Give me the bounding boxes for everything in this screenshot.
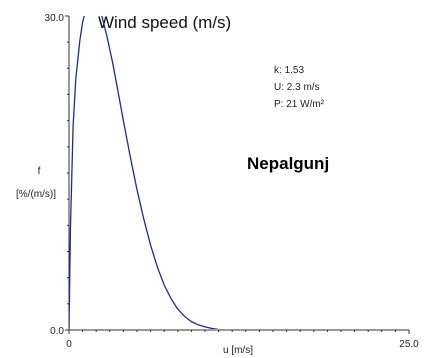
y-tick-label-bottom: 0.0 bbox=[50, 326, 64, 337]
param-k: k: 1.53 bbox=[274, 65, 304, 76]
param-mean-speed: U: 2.3 m/s bbox=[274, 82, 320, 93]
series-group bbox=[69, 16, 219, 329]
x-axis-label: u [m/s] bbox=[223, 345, 253, 356]
x-tick-label-right: 25.0 bbox=[399, 339, 419, 350]
y-tick-label-top: 30.0 bbox=[45, 13, 65, 24]
x-tick-label-left: 0 bbox=[66, 339, 72, 350]
y-axis-label-symbol: f bbox=[38, 166, 41, 177]
x-axis-minor-ticks bbox=[68, 330, 410, 334]
y-axis-minor-ticks bbox=[65, 15, 69, 331]
series-line-0 bbox=[69, 16, 219, 329]
chart-title: Wind speed (m/s) bbox=[98, 13, 231, 32]
param-power-density: P: 21 W/m² bbox=[274, 99, 325, 110]
y-axis-label-unit: [%/(m/s)] bbox=[16, 189, 56, 200]
station-name: Nepalgunj bbox=[247, 154, 329, 173]
